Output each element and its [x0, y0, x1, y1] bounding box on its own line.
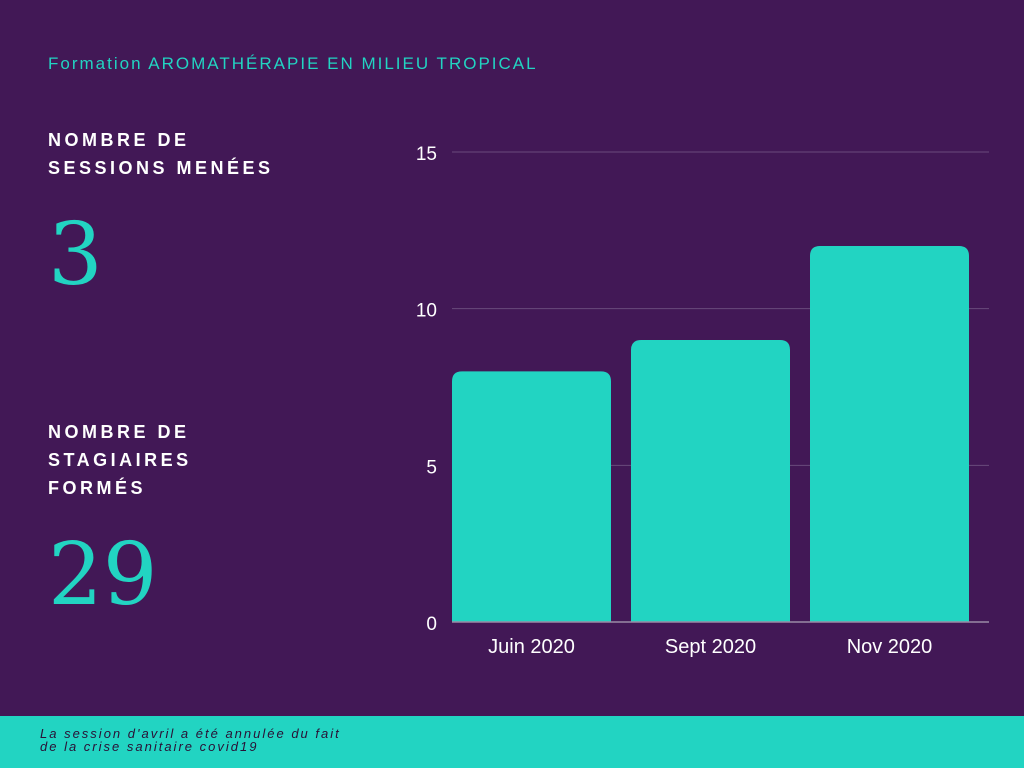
sessions-label: NOMBRE DE SESSIONS MENÉES	[48, 126, 274, 182]
trainees-label-line: STAGIAIRES	[48, 450, 192, 470]
footer-note-line: de la crise sanitaire covid19	[40, 739, 259, 754]
y-tick-label: 15	[416, 144, 437, 165]
trainees-label-line: NOMBRE DE	[48, 422, 190, 442]
footer-band: La session d'avril a été annulée du fait…	[0, 716, 1024, 768]
y-tick-label: 10	[416, 301, 437, 322]
x-tick-label: Nov 2020	[847, 636, 933, 658]
x-tick-label: Sept 2020	[665, 636, 756, 658]
trainees-value: 29	[48, 525, 158, 625]
sessions-label-line: SESSIONS MENÉES	[48, 158, 274, 178]
bar	[810, 246, 969, 622]
y-tick-label: 5	[426, 457, 437, 478]
bar-chart: 0 5 10 15 Juin 2020 Sept 2020 Nov 2020	[416, 144, 989, 658]
trainees-label: NOMBRE DE STAGIAIRES FORMÉS	[48, 418, 192, 502]
page-subtitle: Formation AROMATHÉRAPIE EN MILIEU TROPIC…	[48, 54, 538, 73]
x-tick-label: Juin 2020	[488, 636, 575, 658]
bar	[452, 371, 611, 622]
footer-note: La session d'avril a été annulée du fait…	[40, 727, 341, 753]
trainees-label-line: FORMÉS	[48, 478, 147, 498]
y-tick-label: 0	[426, 614, 437, 635]
sessions-label-line: NOMBRE DE	[48, 130, 190, 150]
bar	[631, 340, 790, 622]
sessions-value: 3	[48, 205, 103, 305]
footer-note-line: La session d'avril a été annulée du fait	[40, 726, 341, 741]
